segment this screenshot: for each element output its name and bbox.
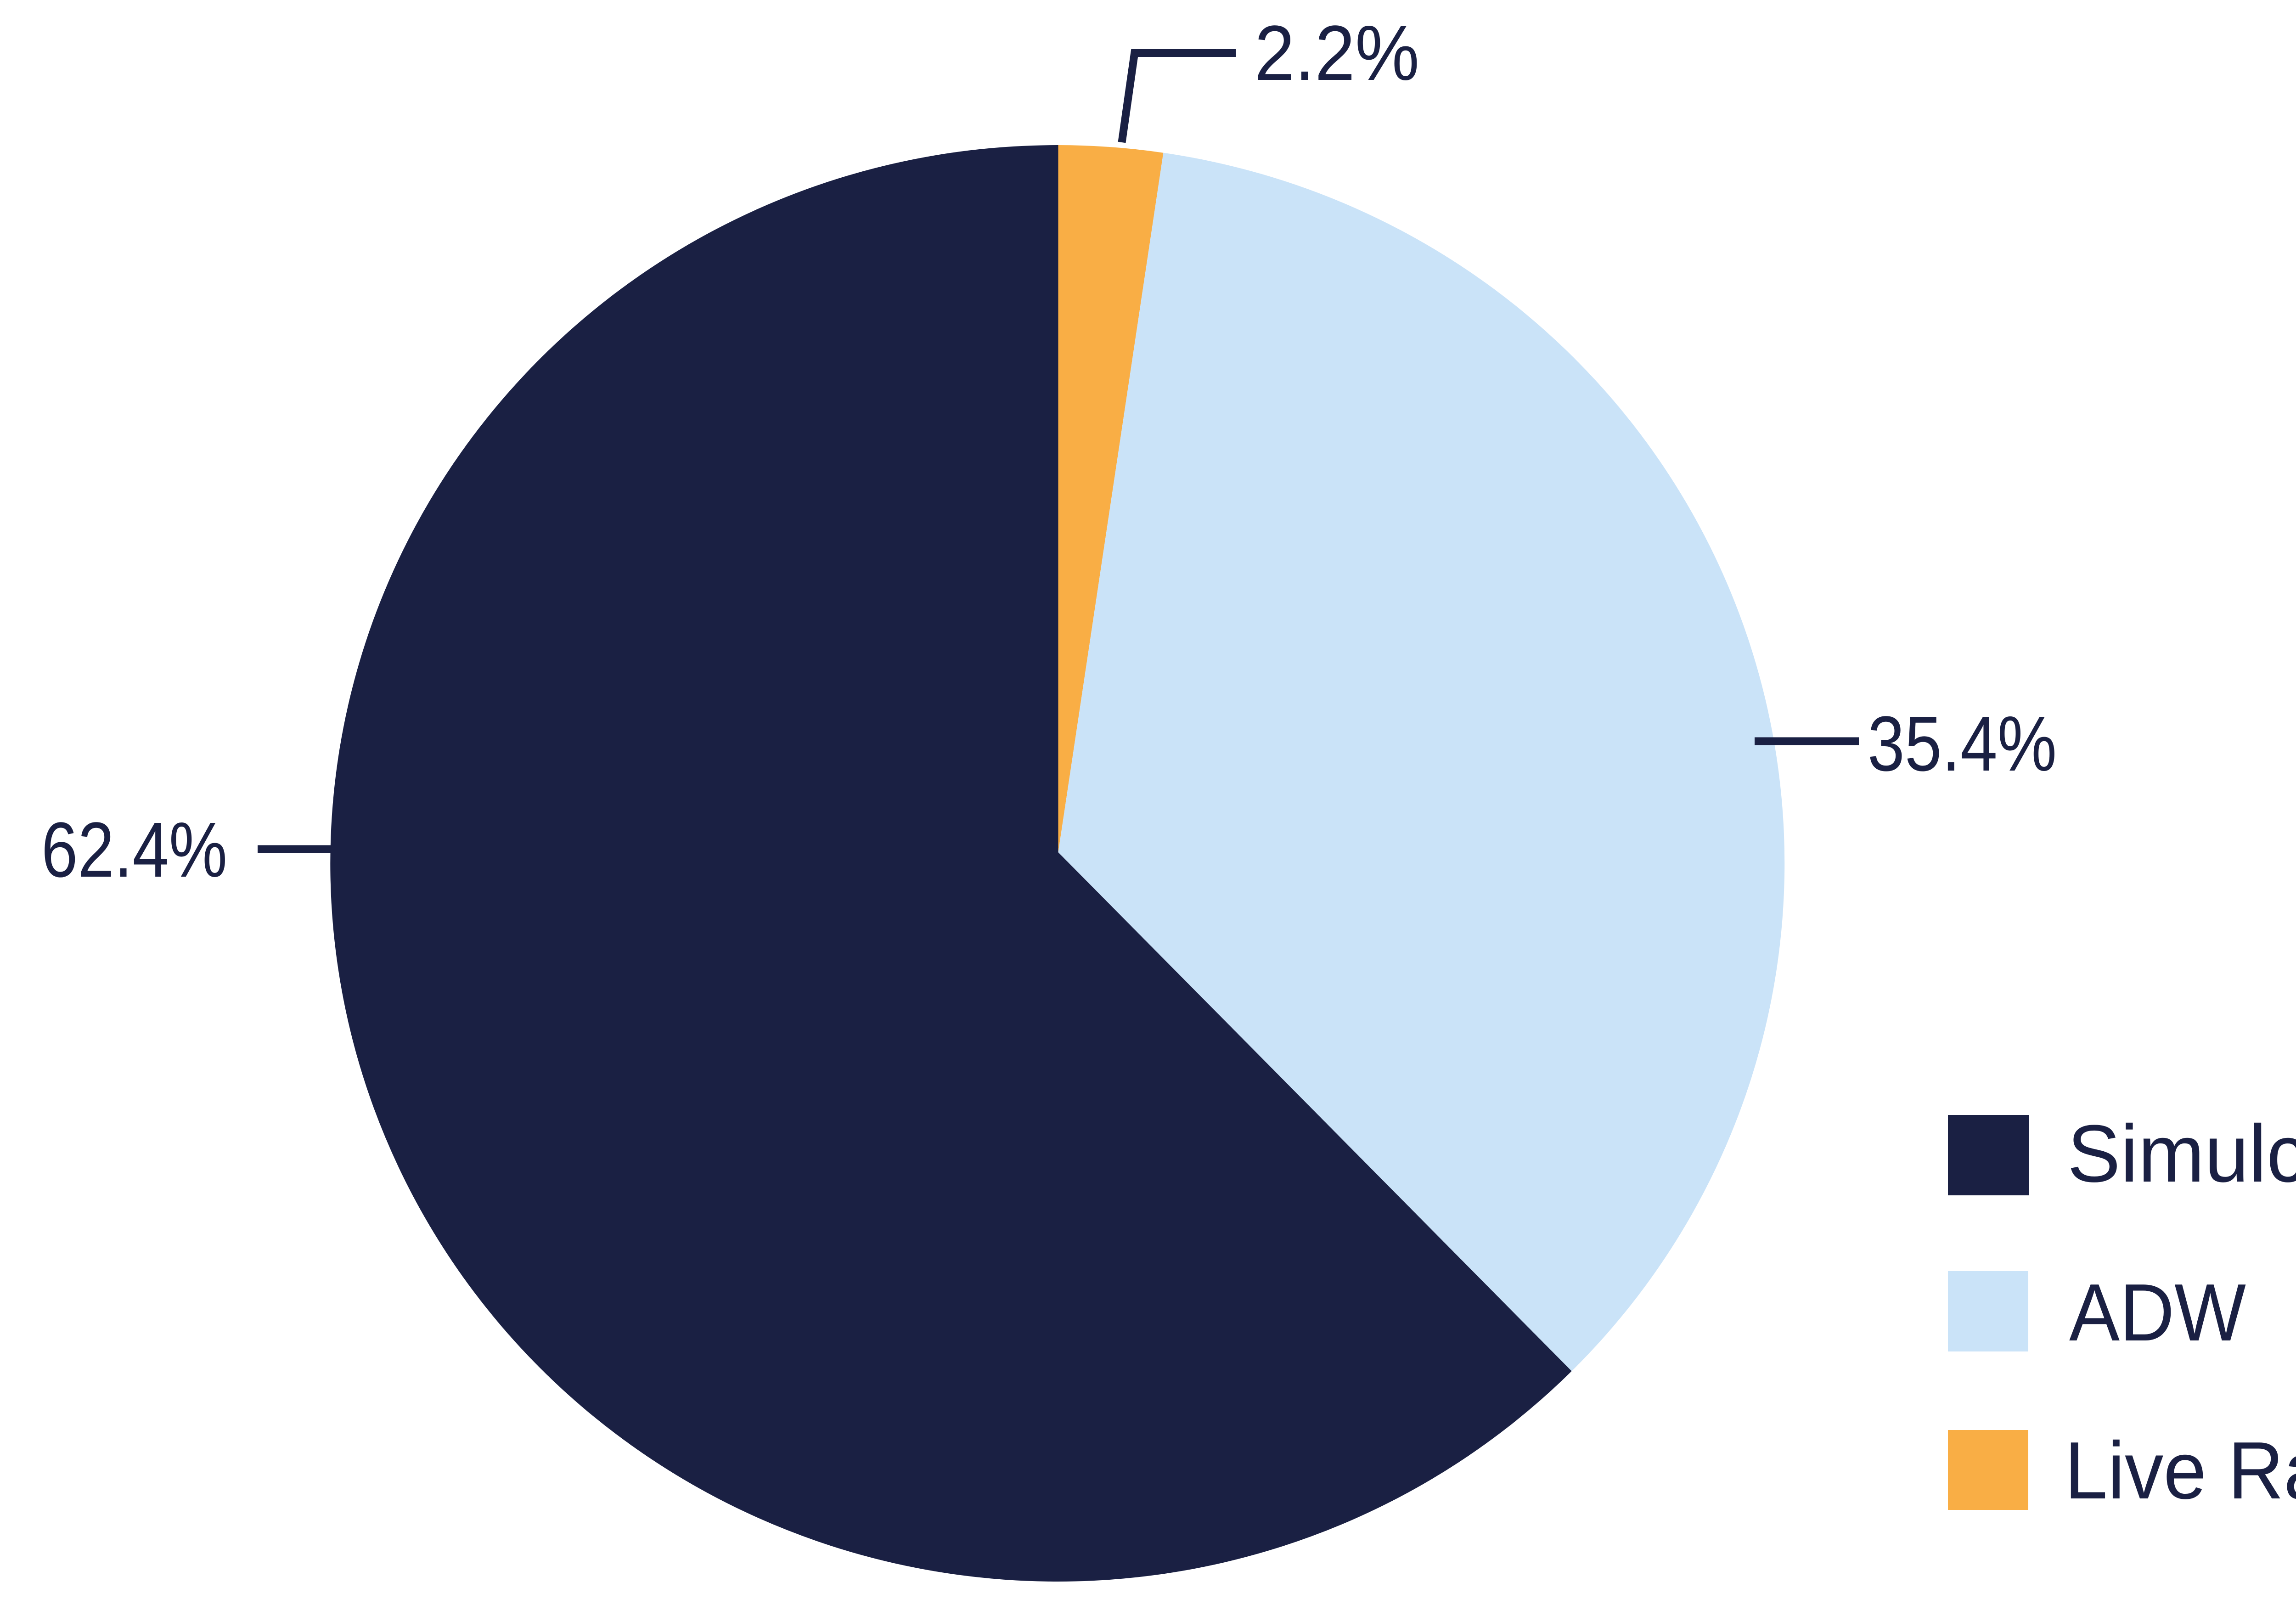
svg-text:Simulcast: Simulcast (2067, 1108, 2296, 1199)
svg-text:Live Racing: Live Racing (2065, 1425, 2296, 1516)
svg-text:35.4%: 35.4% (1868, 700, 2057, 788)
svg-text:ADW: ADW (2069, 1267, 2246, 1358)
svg-text:2.2%: 2.2% (1255, 10, 1419, 97)
svg-text:62.4%: 62.4% (41, 806, 227, 894)
